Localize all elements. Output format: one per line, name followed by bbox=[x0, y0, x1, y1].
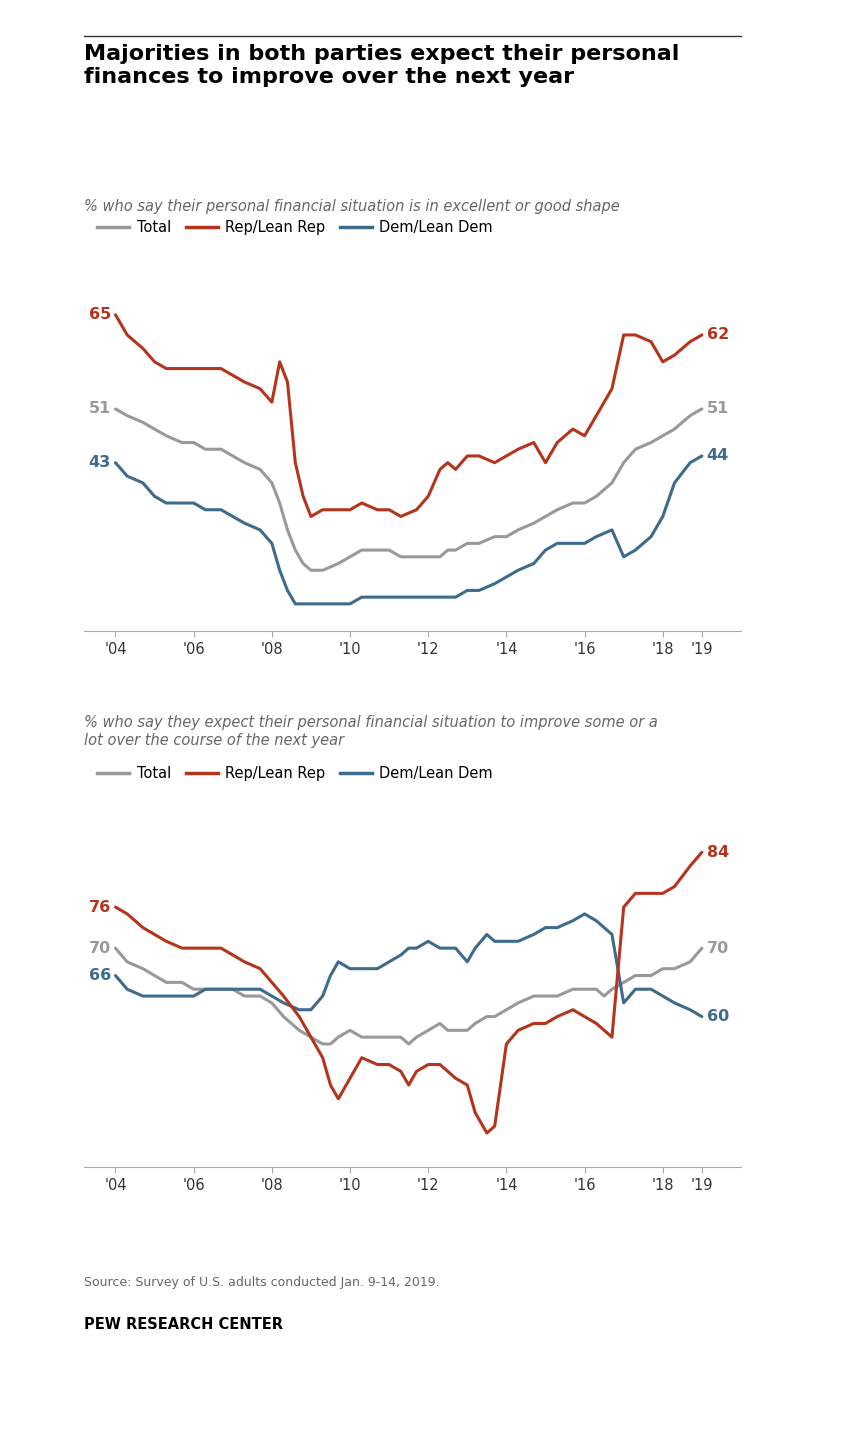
Text: 70: 70 bbox=[706, 941, 729, 956]
Text: 76: 76 bbox=[88, 899, 111, 915]
Text: % who say they expect their personal financial situation to improve some or a
lo: % who say they expect their personal fin… bbox=[84, 715, 658, 748]
Text: 70: 70 bbox=[88, 941, 111, 956]
Text: 44: 44 bbox=[706, 448, 729, 464]
Text: Source: Survey of U.S. adults conducted Jan. 9-14, 2019.: Source: Survey of U.S. adults conducted … bbox=[84, 1276, 440, 1289]
Text: 62: 62 bbox=[706, 328, 729, 342]
Text: 66: 66 bbox=[88, 969, 111, 983]
Text: Majorities in both parties expect their personal
finances to improve over the ne: Majorities in both parties expect their … bbox=[84, 44, 679, 87]
Text: 65: 65 bbox=[88, 307, 111, 322]
Text: PEW RESEARCH CENTER: PEW RESEARCH CENTER bbox=[84, 1317, 283, 1331]
Text: % who say their personal financial situation is in excellent or good shape: % who say their personal financial situa… bbox=[84, 199, 620, 213]
Text: 43: 43 bbox=[88, 455, 111, 470]
Legend: Total, Rep/Lean Rep, Dem/Lean Dem: Total, Rep/Lean Rep, Dem/Lean Dem bbox=[92, 760, 498, 786]
Text: 51: 51 bbox=[706, 402, 729, 416]
Text: 84: 84 bbox=[706, 845, 729, 860]
Text: 51: 51 bbox=[88, 402, 111, 416]
Legend: Total, Rep/Lean Rep, Dem/Lean Dem: Total, Rep/Lean Rep, Dem/Lean Dem bbox=[92, 215, 498, 241]
Text: 60: 60 bbox=[706, 1009, 729, 1024]
